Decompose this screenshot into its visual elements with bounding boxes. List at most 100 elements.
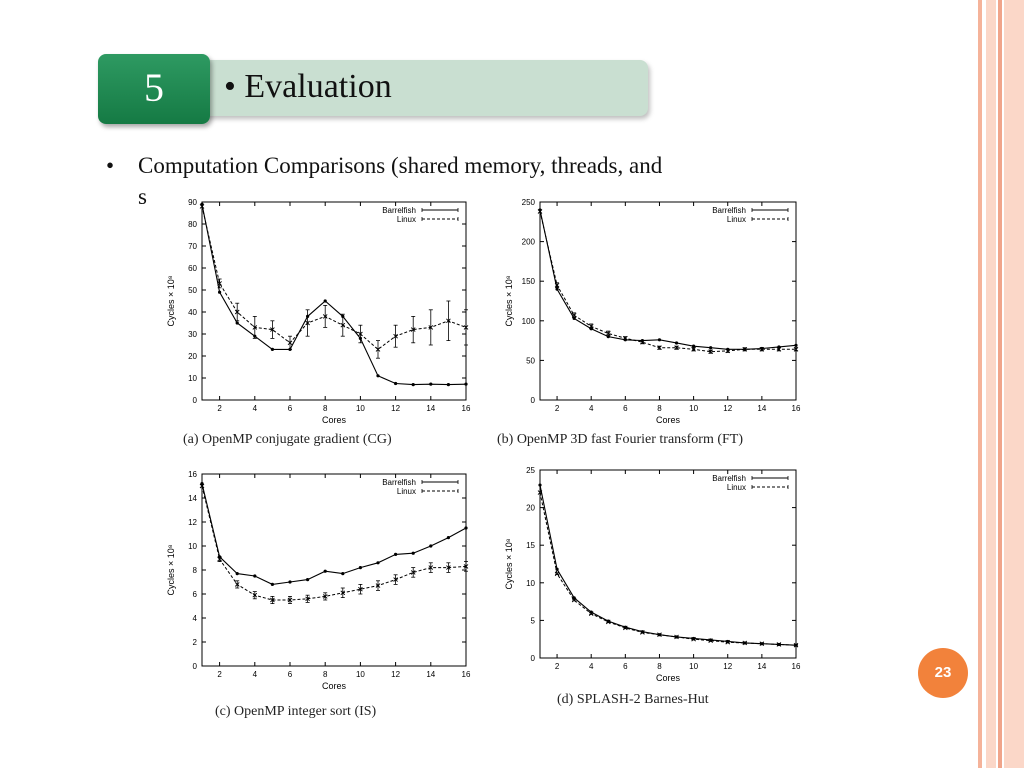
y-tick-label: 10 [188,542,197,551]
data-point [270,327,275,332]
data-point [742,346,748,352]
y-tick-label: 50 [526,356,535,365]
data-point [358,566,362,570]
x-tick-label: 6 [623,662,628,671]
data-point [674,345,679,351]
data-point [691,636,696,642]
legend-label: Linux [397,487,416,496]
y-tick-label: 4 [193,614,198,623]
stripe [978,0,982,768]
chart-svg: 0 2 4 6 8 10 12 14 16 2 4 6 8 10 12 14 16 Cores Cycles × 1… [166,470,471,691]
chart-svg: 0 10 20 30 40 50 60 70 80 90 2 4 6 8 10 12 14 16 Cores Cycl… [166,198,471,425]
series-line-linux [201,485,467,601]
data-point [674,634,679,640]
y-axis-label: Cycles × 10⁸ [166,275,176,326]
data-point [428,325,434,330]
chart-svg: 0 5 10 15 20 25 2 4 6 8 10 12 14 16 Cores Cycles × 10⁸ B… [504,466,801,683]
y-axis-label: Cycles × 10⁸ [166,544,176,595]
data-point [464,382,468,386]
data-point [446,536,450,540]
data-point [287,597,293,603]
data-point [555,287,559,291]
data-point [323,569,327,573]
data-point [411,551,415,555]
plot-frame [201,473,467,667]
x-tick-label: 16 [792,662,801,671]
x-tick-label: 8 [323,404,328,413]
page-number-badge: 23 [918,648,968,698]
legend-label: Linux [727,483,746,492]
data-point [725,348,731,354]
x-axis-label: Cores [656,673,681,683]
bullet-text: Computation Comparisons (shared memory, … [138,153,663,178]
y-tick-label: 10 [526,579,535,588]
x-tick-label: 2 [217,404,222,413]
x-tick-label: 4 [253,404,258,413]
x-tick-label: 2 [555,662,560,671]
series-line-barrelfish [201,483,467,585]
x-tick-label: 12 [391,670,400,679]
data-point [393,333,398,339]
y-tick-label: 50 [188,286,197,295]
x-tick-label: 12 [723,662,732,671]
bullet-marker: • [106,153,115,178]
data-point [588,324,594,329]
data-point [288,580,292,584]
plot-frame [201,201,467,401]
chart-svg: 0 50 100 150 200 250 2 4 6 8 10 12 14 16 Cores Cycles ×… [504,198,801,425]
data-point [554,282,560,288]
data-point [200,482,204,486]
data-point [708,349,713,355]
y-tick-label: 200 [522,238,536,247]
title-banner: • Evaluation [200,60,648,116]
data-point [759,346,765,352]
data-point [199,483,205,489]
data-point [708,638,713,644]
data-point [554,571,560,577]
data-point [742,640,748,646]
data-point [358,586,363,592]
data-point [464,526,468,530]
x-tick-label: 14 [426,670,435,679]
x-tick-label: 10 [689,404,698,413]
data-point [623,625,628,631]
y-tick-label: 10 [188,374,197,383]
data-point [657,345,662,351]
data-point [252,592,258,598]
y-tick-label: 0 [193,662,198,671]
x-tick-label: 10 [689,662,698,671]
data-point [446,565,451,570]
y-tick-label: 60 [188,264,197,273]
x-tick-label: 16 [792,404,801,413]
data-point [588,611,594,616]
data-point [410,327,416,332]
y-tick-label: 16 [188,470,197,479]
x-tick-label: 12 [723,404,732,413]
y-tick-label: 6 [193,590,198,599]
data-point [463,325,469,330]
x-tick-label: 2 [217,670,222,679]
data-point [235,321,239,325]
series-line-barrelfish [539,209,797,350]
stripe [1004,0,1024,768]
legend-label: Linux [727,215,746,224]
data-point [252,325,258,330]
x-tick-label: 6 [288,404,293,413]
slide-title: • Evaluation [224,68,392,105]
data-point [640,339,645,345]
x-tick-label: 16 [462,670,471,679]
x-tick-label: 16 [462,404,471,413]
data-point [605,331,611,336]
x-tick-label: 2 [555,404,560,413]
data-point [375,347,381,352]
legend-label: Barrelfish [712,206,746,215]
series-line-barrelfish [539,484,797,646]
y-tick-label: 0 [531,396,536,405]
plot-frame [539,201,797,401]
plot-frame [539,469,797,659]
data-point [429,382,433,386]
y-tick-label: 70 [188,242,197,251]
x-tick-label: 8 [323,670,328,679]
chart-caption: (a) OpenMP conjugate gradient (CG) [183,432,392,447]
data-point [463,564,469,569]
